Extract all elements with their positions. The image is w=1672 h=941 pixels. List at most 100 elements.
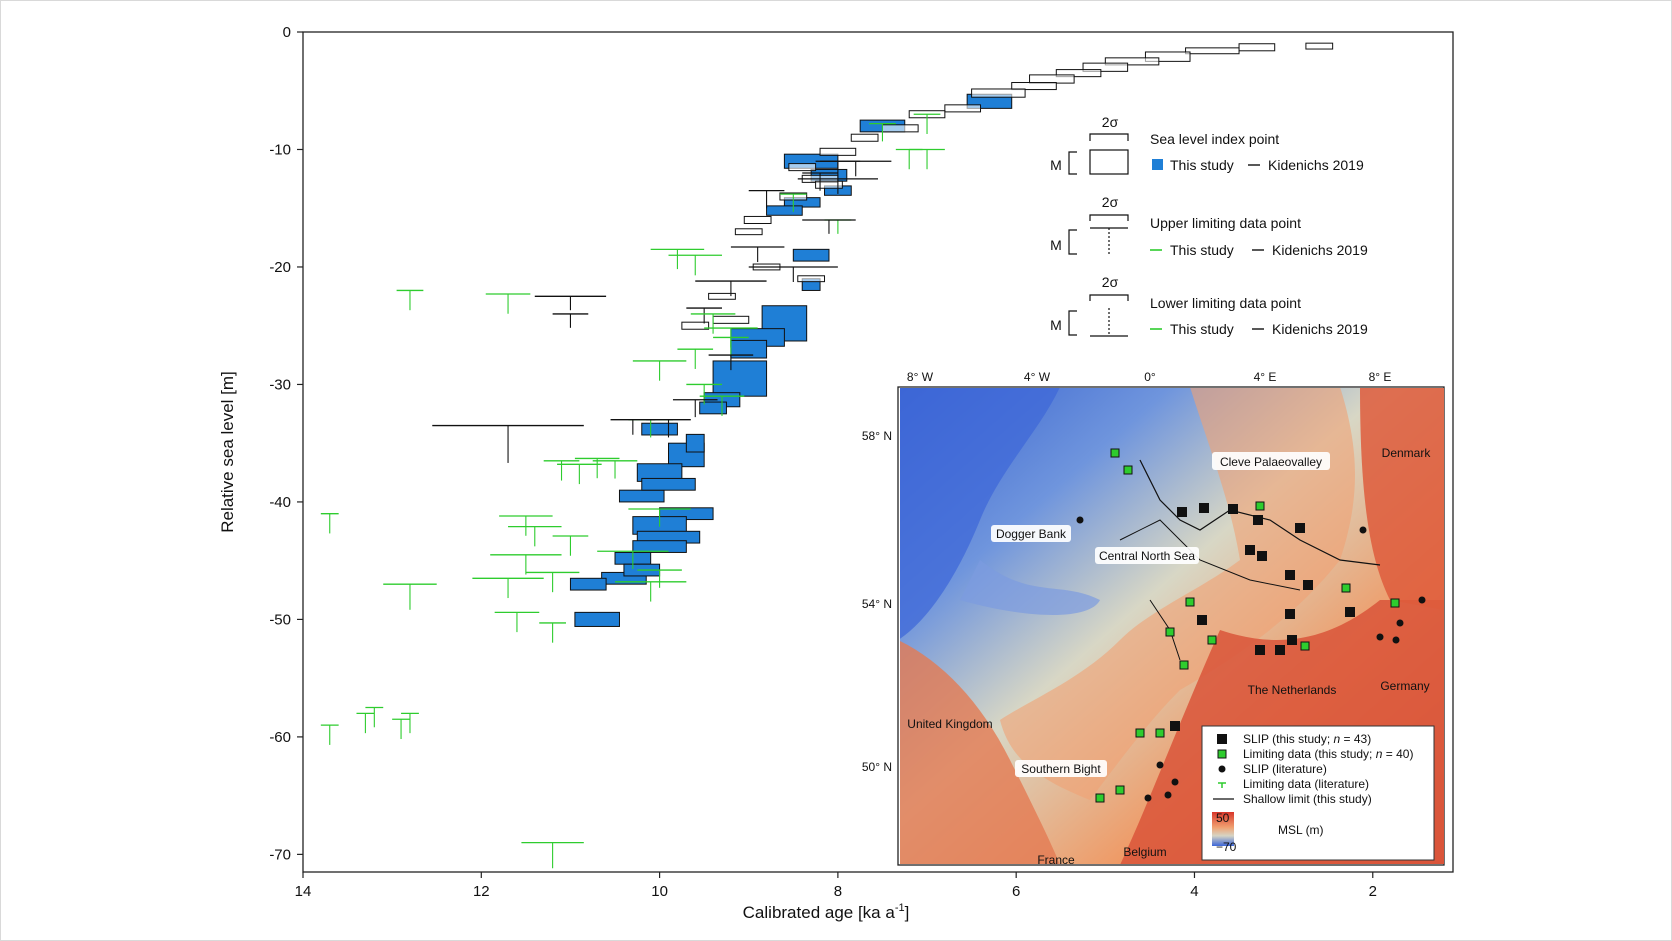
map-tick-58n: 58° N (862, 429, 892, 443)
map-slip-literature-marker (1144, 794, 1152, 802)
label-netherlands: The Netherlands (1248, 683, 1337, 697)
map-slip-study-marker (1245, 545, 1255, 555)
index-point-box (971, 88, 1026, 98)
map-limiting-study-marker (1155, 728, 1165, 738)
map-limiting-study-marker (1135, 728, 1145, 738)
legend-this-study-3: This study (1170, 321, 1234, 337)
map-legend-limit-study: Limiting data (this study; n = 40) (1243, 747, 1413, 761)
index-point-box (699, 401, 727, 415)
map-slip-study-marker (1303, 580, 1313, 590)
label-uk: United Kingdom (907, 717, 992, 731)
map-slip-study-marker (1197, 615, 1207, 625)
map-coastal-zone (1000, 388, 1355, 800)
label-france: France (1037, 853, 1075, 867)
dogger-label-bg (991, 525, 1071, 542)
legend-upper-title: Upper limiting data point (1150, 215, 1301, 231)
x-tick-label: 4 (1190, 883, 1198, 900)
map-legend-limit-study-marker (1217, 749, 1227, 759)
y-tick-label: -70 (269, 846, 291, 863)
bight-label-bg (1015, 760, 1107, 777)
map-limiting-study-marker (1300, 641, 1310, 651)
y-axis: 0 -10 -20 -30 -40 -50 -60 -70 (269, 24, 303, 863)
index-point-box (641, 477, 696, 491)
map-colorbar-label: MSL (m) (1278, 823, 1324, 837)
label-cleve: Cleve Palaeovalley (1220, 455, 1322, 469)
cleve-label-bg (1212, 452, 1330, 470)
map-limiting-study-marker (1095, 793, 1105, 803)
map-slip-study-marker (1285, 609, 1295, 619)
map-denmark-land (1360, 388, 1444, 610)
map-slip-literature-marker (1156, 761, 1164, 769)
map-slip-study-marker (1253, 515, 1263, 525)
index-point-box (641, 422, 678, 436)
index-point-box (734, 228, 763, 236)
map-limiting-study-marker (1165, 627, 1175, 637)
index-point-box (1185, 47, 1240, 55)
map-channel (960, 560, 1100, 615)
series-5 (432, 160, 892, 463)
legend-kidenichs-2: Kidenichs 2019 (1272, 242, 1368, 258)
index-point-box (743, 215, 772, 224)
x-tick-label: 6 (1012, 883, 1020, 900)
x-tick-label: 10 (651, 883, 668, 900)
index-point-box (1144, 51, 1191, 62)
y-tick-label: -50 (269, 611, 291, 628)
map-colorbar-max: 50 (1216, 811, 1230, 825)
legend-sigma-1: 2σ (1102, 114, 1119, 130)
index-point-box (819, 147, 857, 156)
y-tick-label: 0 (283, 24, 291, 41)
map-legend-shallow: Shallow limit (this study) (1243, 792, 1372, 806)
map-slip-literature-marker (1076, 516, 1084, 524)
legend-m-2: M (1050, 237, 1062, 253)
legend-kidenichs-3: Kidenichs 2019 (1272, 321, 1368, 337)
y-tick-label: -20 (269, 259, 291, 276)
index-point-box (815, 180, 843, 189)
map-slip-study-marker (1345, 607, 1355, 617)
index-point-box (766, 205, 803, 216)
chart-legend: 2σ M Sea level index point This study Ki… (1050, 114, 1368, 337)
map-uk-land (900, 641, 1060, 864)
map-tick-8e: 8° E (1369, 370, 1392, 384)
label-denmark: Denmark (1382, 446, 1432, 460)
index-point-box (944, 104, 982, 113)
map-slip-literature-marker (1359, 526, 1367, 534)
index-point-box (712, 360, 768, 397)
legend-m-1: M (1050, 157, 1062, 173)
legend-m-bracket-3 (1068, 310, 1077, 336)
map-slip-literature-marker (1376, 633, 1384, 641)
legend-this-study-1: This study (1170, 157, 1234, 173)
series-1 (681, 42, 1334, 330)
label-belgium: Belgium (1123, 845, 1166, 859)
label-bight: Southern Bight (1021, 762, 1101, 776)
map-colorbar-min: −70 (1216, 840, 1237, 854)
x-axis-label: Calibrated age [ka a-1] (743, 902, 910, 922)
legend-sigma-bracket-3 (1089, 294, 1129, 301)
x-axis: 14 12 10 8 6 4 2 (295, 872, 1377, 900)
index-point-box (792, 248, 830, 262)
map-slip-study-marker (1257, 551, 1267, 561)
map-slip-literature-marker (1396, 619, 1404, 627)
map-tick-8w: 8° W (907, 370, 934, 384)
label-dogger: Dogger Bank (996, 527, 1067, 541)
legend-index-title: Sea level index point (1150, 131, 1279, 147)
index-point-box (797, 275, 826, 283)
map-slip-study-marker (1170, 721, 1180, 731)
map-limiting-study-marker (1341, 583, 1351, 593)
map-limiting-study-marker (1185, 597, 1195, 607)
map-slip-study-marker (1275, 645, 1285, 655)
series-4 (320, 113, 945, 869)
index-point-box (1238, 43, 1276, 52)
legend-sigma-3: 2σ (1102, 274, 1119, 290)
index-point-box (1055, 69, 1102, 78)
label-central: Central North Sea (1099, 549, 1195, 563)
index-point-box (788, 163, 817, 172)
x-tick-label: 12 (473, 883, 490, 900)
map-legend-slip-study-marker (1217, 734, 1227, 744)
map-slip-literature-marker (1418, 596, 1426, 604)
plot-frame (302, 31, 1454, 873)
map-legend-slip-lit-marker (1218, 765, 1226, 773)
map-track-2 (1119, 519, 1301, 591)
index-point-box (1011, 82, 1057, 91)
map-limiting-study-marker (1179, 660, 1189, 670)
